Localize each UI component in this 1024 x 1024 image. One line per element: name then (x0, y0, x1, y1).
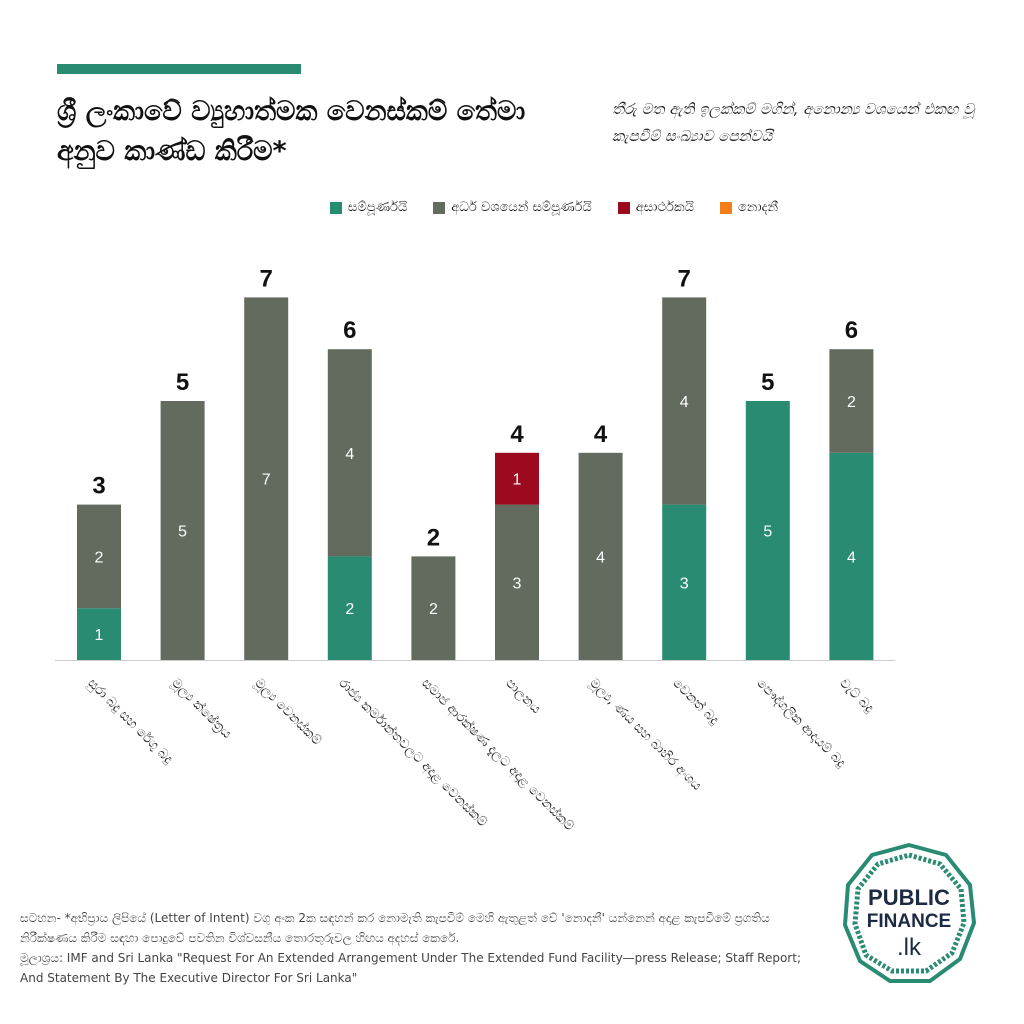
bar-segment-partial (495, 504, 539, 660)
total-label: 3 (92, 473, 105, 500)
legend-label: අසාර්ථකයි (635, 200, 694, 215)
data-label: 2 (95, 549, 104, 566)
data-label: 2 (345, 601, 354, 618)
total-label: 6 (343, 317, 356, 344)
bar-segment-partial (411, 556, 456, 660)
bar-segment-unsatisfactory (495, 452, 539, 505)
bar-segment-partial (77, 504, 121, 609)
total-label: 6 (845, 317, 858, 344)
legend: සම්පූර්ණයි අර්ධ වශයෙන් සම්පූර්ණයි අසාර්ථ… (330, 200, 778, 215)
bar-segment-partial (829, 349, 874, 453)
accent-bar (57, 64, 301, 74)
data-label: 5 (178, 524, 187, 541)
chart-subtitle: තීරු මත ඇති ඉලක්කම් මගින්, අනොන්‍ය වශයෙන… (612, 100, 975, 145)
legend-item-unknown: නොදනී (719, 200, 778, 215)
data-label: 4 (596, 549, 605, 566)
data-label: 4 (680, 394, 689, 411)
public-finance-logo: PUBLIC FINANCE .lk (842, 843, 976, 983)
legend-item-partial: අර්ධ වශයෙන් සම්පූර්ණයි (433, 200, 592, 215)
legend-label: අර්ධ වශයෙන් සම්පූර්ණයි (451, 200, 592, 215)
logo-text: .lk (897, 934, 922, 961)
total-label: 7 (260, 265, 273, 292)
data-label: 7 (262, 472, 271, 489)
note-text: සටහන- *අභිප්‍රාය ලිපියේ (Letter of Inten… (20, 911, 770, 945)
legend-swatch (719, 201, 732, 214)
bar-segment-partial (578, 452, 623, 660)
bar-segment-completed (327, 556, 372, 660)
legend-swatch (617, 201, 630, 214)
total-label: 5 (176, 369, 189, 396)
total-label: 5 (761, 369, 774, 396)
data-label: 3 (513, 575, 522, 592)
bar-segment-partial (244, 297, 289, 660)
source-text: මූලාශ්‍රය: IMF and Sri Lanka "Request Fo… (20, 951, 801, 985)
total-label: 2 (427, 524, 440, 551)
footnotes: සටහන- *අභිප්‍රාය ලිපියේ (Letter of Inten… (20, 908, 810, 988)
bar-segment-completed (662, 504, 707, 660)
bar-segment-partial (160, 401, 205, 660)
data-label: 1 (513, 472, 522, 489)
data-label: 2 (429, 601, 438, 618)
legend-swatch (330, 201, 342, 214)
data-label: 2 (847, 394, 856, 411)
chart-title: ශ්‍රී ලංකාවේ ව්‍යුහාත්මක වෙනස්කම් තේමා අ… (57, 96, 526, 167)
bar-segment-partial (327, 349, 372, 557)
logo-text: PUBLIC (868, 885, 950, 910)
total-label: 7 (678, 265, 691, 292)
legend-swatch (433, 201, 446, 214)
bar-segment-completed (829, 452, 874, 660)
total-label: 4 (594, 421, 608, 448)
data-label: 5 (763, 524, 772, 541)
legend-item-completed: සම්පූර්ණයි (330, 200, 407, 215)
logo-text: FINANCE (867, 911, 951, 932)
bar-segment-completed (745, 401, 790, 660)
total-label: 4 (510, 421, 524, 448)
legend-label: සම්පූර්ණයි (348, 200, 408, 215)
legend-label: නොදනී (737, 200, 778, 215)
bar-segment-completed (77, 608, 121, 660)
bar-segment-partial (662, 297, 707, 505)
legend-item-unsatisfactory: අසාර්ථකයි (617, 200, 694, 215)
data-label: 4 (847, 549, 856, 566)
data-label: 4 (345, 446, 354, 463)
data-label: 3 (680, 575, 689, 592)
data-label: 1 (95, 627, 104, 644)
